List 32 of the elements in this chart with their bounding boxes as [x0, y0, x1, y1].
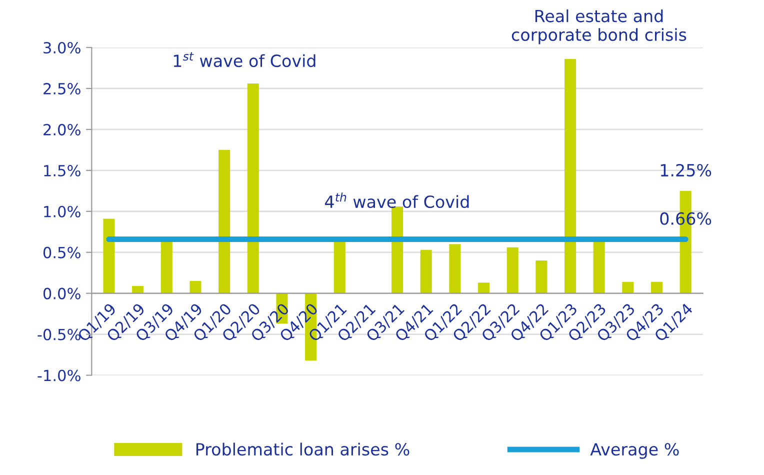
bar — [622, 282, 634, 294]
y-tick-label: -0.5% — [38, 328, 80, 340]
y-tick-label: 2.0% — [44, 124, 80, 136]
bar — [160, 240, 172, 294]
bar — [334, 240, 346, 294]
y-tick-label: 2.5% — [44, 82, 80, 94]
y-tick-label: 0.5% — [43, 246, 80, 258]
y-tick-label: 1.0% — [44, 206, 80, 218]
annotation: 4$^{th}$ wave of Covid — [325, 192, 469, 208]
bar — [536, 260, 548, 294]
y-tick-label: 0.0% — [43, 288, 80, 300]
bar — [478, 282, 490, 294]
annotation: 1.25% — [660, 164, 712, 177]
y-tick-label: 3.0% — [44, 42, 80, 54]
bar — [218, 150, 230, 294]
bar — [247, 84, 259, 294]
bar — [103, 218, 115, 294]
legend-label: Problematic loan arises % — [196, 442, 410, 456]
y-tick-label: -1.0% — [38, 370, 80, 382]
bar — [190, 281, 202, 294]
bar — [506, 247, 518, 294]
bar — [132, 286, 144, 294]
bar — [650, 282, 663, 294]
y-tick-label: 1.5% — [44, 164, 80, 176]
legend-label: Average % — [590, 442, 679, 459]
bar — [449, 244, 461, 294]
bar — [420, 250, 432, 294]
bar — [564, 58, 576, 294]
bar — [593, 240, 605, 294]
bar — [392, 206, 404, 294]
text: Real estate and corporate bond crisis — [512, 9, 686, 44]
annotation: 1$^{st}$ wave of Covid — [174, 52, 316, 68]
